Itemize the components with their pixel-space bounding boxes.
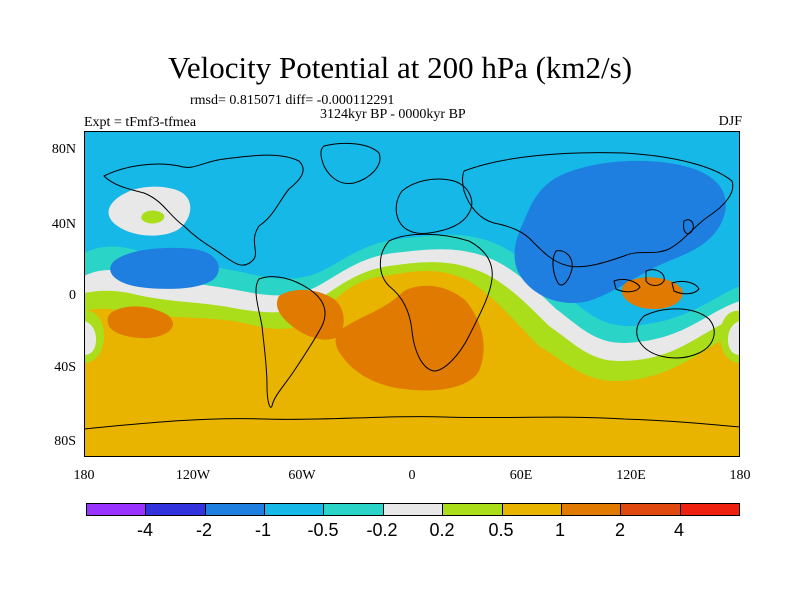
contour-band-2-west-pacific [621,277,683,309]
colorbar-label: 0.2 [429,520,455,540]
season-label: DJF [718,114,742,129]
colorbar-label: 1 [554,520,565,540]
lon-tick-120e: 120E [616,468,646,483]
coastline-greenland [320,142,381,185]
map-title: Velocity Potential at 200 hPa (km2/s) [167,50,633,85]
coastline-new-guinea [671,280,700,295]
colorbar-cell [323,503,384,516]
contour-band-0.2-left-edge [84,321,96,355]
colorbar-cell [442,503,503,516]
colorbar-cell [86,503,147,516]
experiment-label: Expt = tFmf3-tfmea [84,115,197,130]
coastline-north-america [103,154,304,266]
lon-tick-0: 0 [408,468,416,483]
contour-band-neg1-asia [514,160,726,303]
colorbar-label: -2 [195,520,212,540]
lat-tick-40n: 40N [51,217,76,232]
lon-tick-180-right: 180 [729,468,751,483]
velocity-potential-map [84,131,740,457]
coastline-antarctica [84,416,740,430]
colorbar-label: 2 [614,520,625,540]
colorbar-label: 4 [673,520,684,540]
coastline-europe [395,178,473,234]
colorbar-cell [145,503,206,516]
coastline-india [552,250,573,286]
colorbar-cell [679,503,740,516]
colorbar-cell [382,503,444,516]
colorbar [86,503,740,516]
coastline-japan [683,219,694,235]
lon-tick-120w: 120W [175,468,211,483]
colorbar-label: -1 [254,520,271,540]
colorbar-label: -0.5 [307,520,339,540]
stats-line: rmsd= 0.815071 diff= -0.000112291 [190,93,395,108]
lat-tick-0: 0 [69,288,76,303]
coastline-south-america [255,276,326,408]
colorbar-cell [560,503,622,516]
contour-band-0.2-right-edge [728,321,740,355]
coastline-australia [636,308,715,359]
contour-band-0.5-ne-pacific [141,210,165,224]
period-line: 3124kyr BP - 0000kyr BP [320,107,466,122]
coastline-asia [462,152,734,268]
coastline-borneo [645,269,665,286]
lon-tick-60w: 60W [288,468,316,483]
coastline-africa [379,233,493,372]
lat-tick-40s: 40S [54,360,76,375]
lat-tick-80s: 80S [54,434,76,449]
coastlines [84,142,740,430]
lat-tick-80n: 80N [51,142,76,157]
contour-band-2-south-america [276,289,344,340]
contour-band-neg1-pacific [110,247,219,289]
lon-tick-180-left: 180 [73,468,95,483]
contour-band-2-se-pacific [107,306,173,339]
colorbar-label: -4 [136,520,153,540]
contour-band-2-atlantic-africa [335,285,484,391]
colorbar-cell [204,503,266,516]
coastline-indonesia [613,278,641,293]
lon-tick-60e: 60E [509,468,533,483]
colorbar-cell [501,503,562,516]
colorbar-label: -0.2 [366,520,398,540]
colorbar-label: 0.5 [488,520,514,540]
colorbar-cell [264,503,325,516]
colorbar-cell [620,503,681,516]
